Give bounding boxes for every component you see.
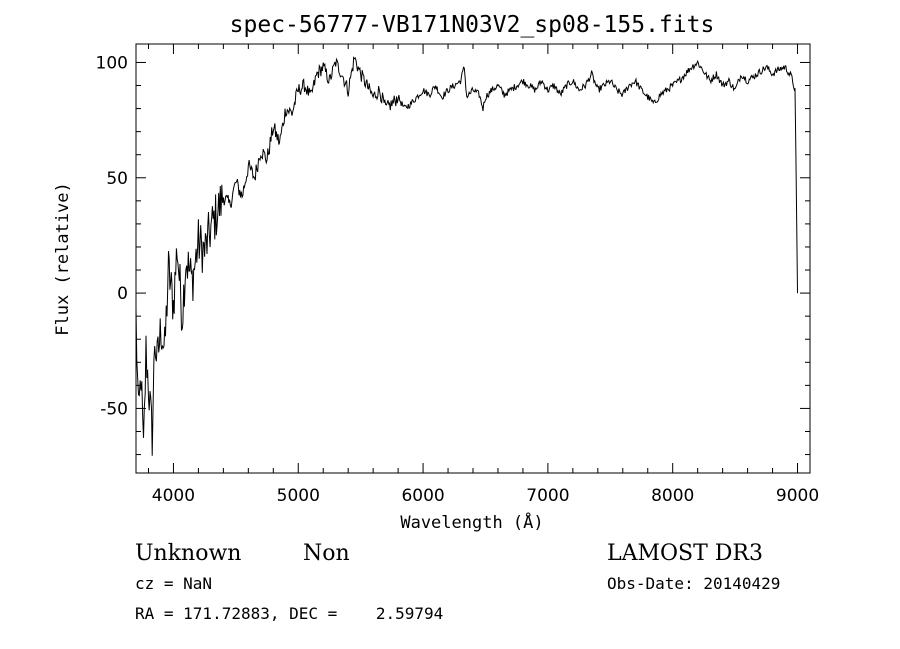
y-axis-label: Flux (relative) bbox=[53, 182, 73, 336]
chart-title: spec-56777-VB171N03V2_sp08-155.fits bbox=[230, 12, 715, 38]
plot-frame bbox=[135, 43, 811, 474]
redshift-text: cz = NaN bbox=[135, 574, 212, 593]
x-tick-label: 5000 bbox=[277, 486, 320, 506]
axis-ticks bbox=[136, 44, 810, 473]
y-tick-labels: -50 0 50 100 bbox=[96, 53, 128, 419]
object-class: Unknown bbox=[135, 541, 241, 566]
x-tick-label: 6000 bbox=[401, 486, 444, 506]
x-tick-label: 8000 bbox=[651, 486, 694, 506]
y-tick-label: 50 bbox=[106, 169, 128, 189]
x-axis-label: Wavelength (Å) bbox=[400, 511, 543, 533]
y-tick-label: -50 bbox=[100, 399, 128, 419]
x-tick-label: 9000 bbox=[776, 486, 819, 506]
x-tick-label: 7000 bbox=[526, 486, 569, 506]
obs-date-text: Obs-Date: 20140429 bbox=[607, 574, 780, 593]
spectrum-line bbox=[135, 56, 798, 456]
survey-name: LAMOST DR3 bbox=[607, 541, 763, 566]
y-tick-label: 100 bbox=[96, 53, 128, 73]
x-tick-labels: 4000 5000 6000 7000 8000 9000 bbox=[152, 486, 819, 506]
x-tick-label: 4000 bbox=[152, 486, 195, 506]
y-tick-label: 0 bbox=[117, 284, 128, 304]
object-subclass: Non bbox=[303, 541, 350, 566]
coordinates-text: RA = 171.72883, DEC = 2.59794 bbox=[135, 604, 443, 623]
